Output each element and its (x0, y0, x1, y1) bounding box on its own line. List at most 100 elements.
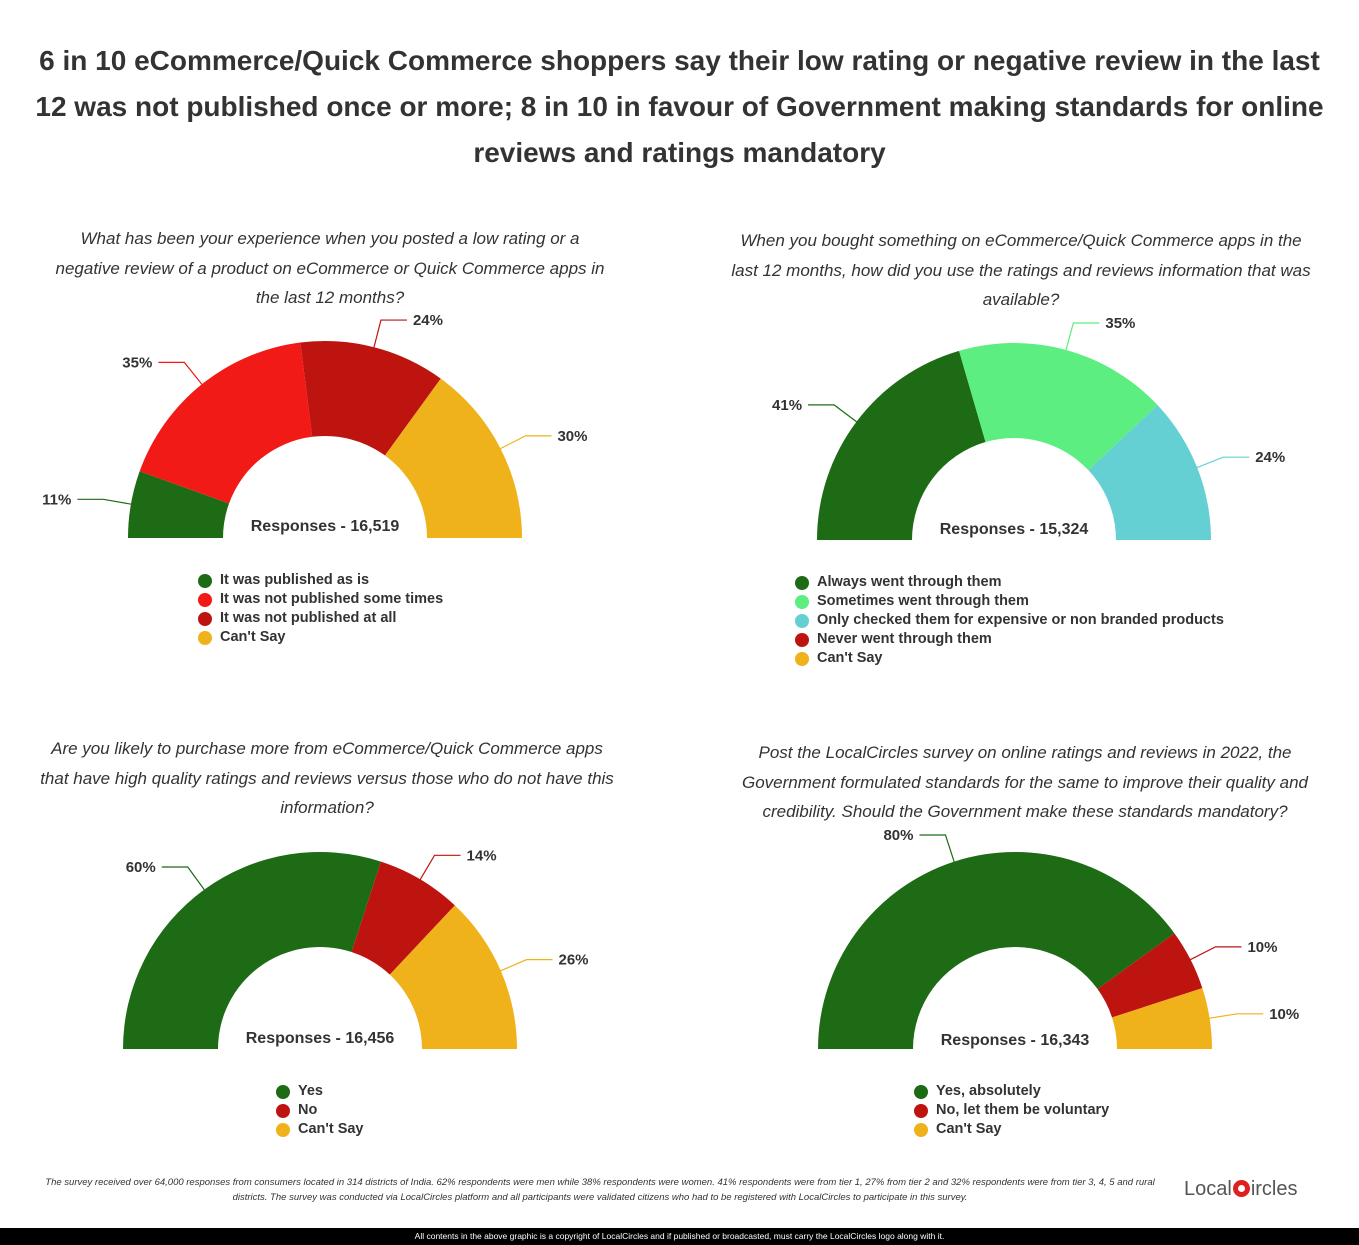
logo-text-part1: Local (1184, 1178, 1232, 1200)
chart-2-label-3: 24% (1255, 449, 1285, 466)
legend-dot-icon (198, 630, 212, 645)
chart-1-legend-item: Can't Say (198, 628, 443, 647)
chart-2-label-2: 35% (1105, 315, 1135, 332)
chart-3-legend: Yes No Can't Say (276, 1082, 364, 1139)
legend-dot-icon (914, 1122, 928, 1137)
legend-dot-icon (914, 1103, 928, 1118)
chart-1-legend-item: It was not published at all (198, 609, 443, 628)
chart-2-legend-item: Only checked them for expensive or non b… (795, 611, 1224, 630)
chart-1-label-4: 30% (557, 428, 587, 445)
chart-2-question: When you bought something on eCommerce/Q… (731, 231, 1311, 309)
chart-4-slice-3 (1112, 988, 1212, 1049)
chart-3-label-2: 14% (467, 847, 497, 864)
legend-label: Only checked them for expensive or non b… (817, 612, 1224, 628)
chart-3-slice-3 (389, 905, 517, 1049)
chart-2-legend-item: Always went through them (795, 573, 1224, 592)
chart-4-legend-item: Can't Say (914, 1120, 1109, 1139)
legend-label: Can't Say (817, 650, 883, 666)
chart-2-label-1: 41% (772, 397, 802, 414)
chart-1-question: What has been your experience when you p… (55, 229, 605, 307)
chart-4-label-3: 10% (1269, 1006, 1299, 1023)
chart-1-leader-3 (371, 319, 407, 356)
chart-2-legend-item: Can't Say (795, 649, 1224, 668)
chart-4-leader-1 (919, 834, 958, 870)
chart-1-leader-4 (493, 435, 552, 453)
chart-2-slice-2 (959, 343, 1158, 471)
chart-3-leader-3 (493, 959, 553, 975)
legend-label: It was published as is (220, 572, 370, 588)
chart-3-leader-2 (415, 854, 461, 887)
chart-1-legend-item: It was not published some times (198, 590, 443, 609)
chart-3-legend-item: Can't Say (276, 1120, 364, 1139)
chart-1-label-2: 35% (122, 354, 152, 371)
chart-4-leader-2 (1183, 946, 1242, 964)
chart-2-leader-1 (808, 404, 864, 428)
chart-1-label-3: 24% (413, 312, 443, 329)
chart-2-legend: Always went through them Sometimes went t… (795, 573, 1224, 668)
chart-3-slice-1 (123, 852, 381, 1049)
page-title: 6 in 10 eCommerce/Quick Commerce shopper… (35, 45, 1324, 168)
chart-1-slice-3 (300, 341, 441, 456)
chart-4-question: Post the LocalCircles survey on online r… (741, 743, 1308, 821)
chart-1-label-1: 11% (42, 491, 71, 508)
legend-dot-icon (795, 594, 809, 609)
chart-3-question: Are you likely to purchase more from eCo… (40, 739, 614, 817)
legend-label: It was not published at all (220, 610, 397, 626)
chart-1-responses: Responses - 16,519 (251, 518, 400, 535)
chart-2-leader-3 (1189, 456, 1250, 471)
logo-text-part2: ircles (1250, 1178, 1298, 1200)
chart-3-leader-1 (161, 866, 210, 897)
legend-dot-icon (276, 1084, 290, 1099)
legend-dot-icon (276, 1103, 290, 1118)
legend-label: No (298, 1102, 318, 1118)
chart-4-slice-2 (1097, 933, 1203, 1018)
legend-dot-icon (276, 1122, 290, 1137)
chart-4-label-2: 10% (1247, 939, 1277, 956)
legend-label: Yes, absolutely (936, 1083, 1041, 1099)
legend-label: No, let them be voluntary (936, 1102, 1110, 1118)
logo-icon (1232, 1180, 1250, 1197)
chart-2-slice-1 (817, 350, 986, 540)
chart-4-label-1: 80% (883, 827, 913, 844)
chart-2-leader-2 (1063, 322, 1100, 358)
legend-label: Always went through them (817, 574, 1002, 590)
chart-2-responses: Responses - 15,324 (940, 521, 1089, 538)
chart-1-slice-1 (128, 471, 230, 538)
legend-label: Never went through them (817, 631, 992, 647)
chart-4-legend-item: No, let them be voluntary (914, 1101, 1109, 1120)
chart-2-legend-item: Never went through them (795, 630, 1224, 649)
chart-1-leader-2 (158, 361, 208, 391)
legend-label: Can't Say (298, 1121, 364, 1137)
legend-dot-icon (198, 592, 212, 607)
legend-dot-icon (198, 573, 212, 588)
copyright-bar: All contents in the above graphic is a c… (0, 1228, 1359, 1245)
localcircles-logo: Local ircles (1184, 1178, 1297, 1201)
legend-dot-icon (914, 1084, 928, 1099)
chart-4-responses: Responses - 16,343 (941, 1032, 1090, 1049)
chart-3-legend-item: No (276, 1101, 364, 1120)
chart-2-legend-item: Sometimes went through them (795, 592, 1224, 611)
legend-label: It was not published some times (220, 591, 444, 607)
chart-3-label-3: 26% (558, 952, 588, 969)
chart-1-leader-1 (77, 498, 139, 507)
legend-dot-icon (795, 632, 809, 647)
legend-label: Can't Say (936, 1121, 1002, 1137)
legend-dot-icon (795, 575, 809, 590)
chart-3-label-1: 60% (126, 859, 156, 876)
chart-4-legend-item: Yes, absolutely (914, 1082, 1109, 1101)
legend-dot-icon (198, 611, 212, 626)
chart-4-legend: Yes, absolutely No, let them be voluntary… (914, 1082, 1109, 1139)
chart-1-legend-item: It was published as is (198, 571, 443, 590)
legend-label: Sometimes went through them (817, 593, 1029, 609)
chart-4-slice-1 (818, 851, 1175, 1049)
chart-3-legend-item: Yes (276, 1082, 364, 1101)
chart-2-slice-3 (1088, 405, 1211, 540)
chart-3-slice-2 (351, 861, 455, 975)
chart-1-slice-4 (384, 378, 522, 538)
chart-4-leader-3 (1201, 1013, 1264, 1021)
chart-1-legend: It was published as is It was not publish… (198, 571, 443, 647)
survey-footnote: The survey received over 64,000 response… (45, 1177, 1155, 1203)
legend-dot-icon (795, 651, 809, 666)
legend-label: Can't Say (220, 629, 286, 645)
